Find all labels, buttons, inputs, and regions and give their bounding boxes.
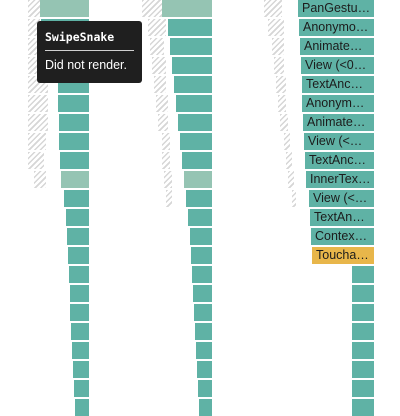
component-frame[interactable] xyxy=(178,114,212,131)
component-frame[interactable] xyxy=(70,304,89,321)
did-not-render-frame xyxy=(28,133,46,150)
component-frame[interactable] xyxy=(198,380,212,397)
did-not-render-frame xyxy=(272,38,284,55)
component-frame[interactable] xyxy=(170,38,212,55)
component-frame[interactable] xyxy=(60,152,89,169)
component-frame[interactable] xyxy=(186,190,212,207)
component-frame-label[interactable]: Anonymo… xyxy=(299,19,374,36)
component-frame-label[interactable]: View (<0… xyxy=(301,57,374,74)
did-not-render-frame xyxy=(162,133,170,150)
component-frame-label[interactable]: Animate… xyxy=(300,38,374,55)
component-frame[interactable] xyxy=(59,133,89,150)
component-frame[interactable] xyxy=(67,228,89,245)
component-frame[interactable] xyxy=(68,247,89,264)
component-frame[interactable] xyxy=(162,0,212,17)
component-frame[interactable] xyxy=(70,285,89,302)
did-not-render-frame xyxy=(28,114,48,131)
did-not-render-frame xyxy=(158,114,168,131)
component-frame[interactable] xyxy=(174,76,212,93)
component-frame[interactable] xyxy=(190,228,212,245)
component-frame[interactable] xyxy=(193,285,212,302)
did-not-render-frame xyxy=(28,0,40,17)
did-not-render-frame xyxy=(276,76,286,93)
did-not-render-frame xyxy=(150,38,164,55)
component-frame[interactable] xyxy=(352,323,374,340)
did-not-render-frame xyxy=(284,133,290,150)
did-not-render-frame xyxy=(288,171,294,188)
component-frame[interactable] xyxy=(191,247,212,264)
component-frame[interactable] xyxy=(352,380,374,397)
did-not-render-frame xyxy=(166,190,172,207)
did-not-render-frame xyxy=(154,76,166,93)
component-frame-label[interactable]: View (<… xyxy=(304,133,374,150)
tooltip-message: Did not render. xyxy=(45,58,127,72)
component-frame[interactable] xyxy=(182,152,212,169)
did-not-render-frame xyxy=(34,171,46,188)
component-tooltip: SwipeSnake Did not render. xyxy=(37,21,142,83)
component-frame-label[interactable]: Contex… xyxy=(311,228,374,245)
component-frame-label[interactable]: View (<… xyxy=(309,190,374,207)
component-frame[interactable] xyxy=(194,304,212,321)
component-frame[interactable] xyxy=(176,95,212,112)
component-frame[interactable] xyxy=(66,209,89,226)
did-not-render-frame xyxy=(268,19,284,36)
did-not-render-frame xyxy=(28,95,48,112)
component-frame[interactable] xyxy=(352,399,374,416)
did-not-render-frame xyxy=(152,57,166,74)
component-frame[interactable] xyxy=(59,114,89,131)
component-frame-label[interactable]: TextAn… xyxy=(310,209,374,226)
did-not-render-frame xyxy=(156,95,168,112)
did-not-render-frame xyxy=(162,152,170,169)
component-frame[interactable] xyxy=(75,399,89,416)
component-frame[interactable] xyxy=(352,266,374,283)
component-frame[interactable] xyxy=(172,57,212,74)
did-not-render-frame xyxy=(280,114,288,131)
component-frame[interactable] xyxy=(352,285,374,302)
component-frame[interactable] xyxy=(69,266,89,283)
tooltip-title: SwipeSnake xyxy=(45,30,134,51)
component-frame[interactable] xyxy=(352,361,374,378)
component-frame[interactable] xyxy=(180,133,212,150)
component-frame[interactable] xyxy=(64,190,89,207)
component-frame[interactable] xyxy=(61,171,89,188)
component-frame[interactable] xyxy=(195,323,212,340)
did-not-render-frame xyxy=(142,0,162,17)
component-frame-label[interactable]: TextAnc… xyxy=(305,152,374,169)
component-frame-label[interactable]: Anonym… xyxy=(302,95,374,112)
selected-component-frame[interactable]: Toucha… xyxy=(312,247,374,264)
did-not-render-frame xyxy=(148,19,166,36)
component-frame[interactable] xyxy=(196,342,212,359)
did-not-render-frame xyxy=(164,171,172,188)
component-frame-label[interactable]: TextAnc… xyxy=(302,76,374,93)
component-frame-label[interactable]: Animate… xyxy=(303,114,374,131)
did-not-render-frame xyxy=(278,95,286,112)
component-frame[interactable] xyxy=(168,19,212,36)
component-frame[interactable] xyxy=(74,380,89,397)
component-frame[interactable] xyxy=(188,209,212,226)
component-frame[interactable] xyxy=(58,95,89,112)
did-not-render-frame xyxy=(274,57,284,74)
component-frame[interactable] xyxy=(73,361,89,378)
component-frame[interactable] xyxy=(197,361,212,378)
did-not-render-frame xyxy=(286,152,292,169)
component-frame[interactable] xyxy=(352,304,374,321)
component-frame[interactable] xyxy=(184,171,212,188)
did-not-render-frame xyxy=(264,0,282,17)
component-frame[interactable] xyxy=(72,342,89,359)
component-frame[interactable] xyxy=(40,0,89,17)
component-frame-label[interactable]: PanGestu… xyxy=(298,0,374,17)
component-frame[interactable] xyxy=(71,323,89,340)
did-not-render-frame xyxy=(292,190,296,207)
component-frame[interactable] xyxy=(352,342,374,359)
did-not-render-frame xyxy=(28,152,44,169)
component-frame-label[interactable]: InnerTex… xyxy=(306,171,374,188)
component-frame[interactable] xyxy=(192,266,212,283)
component-frame[interactable] xyxy=(199,399,212,416)
